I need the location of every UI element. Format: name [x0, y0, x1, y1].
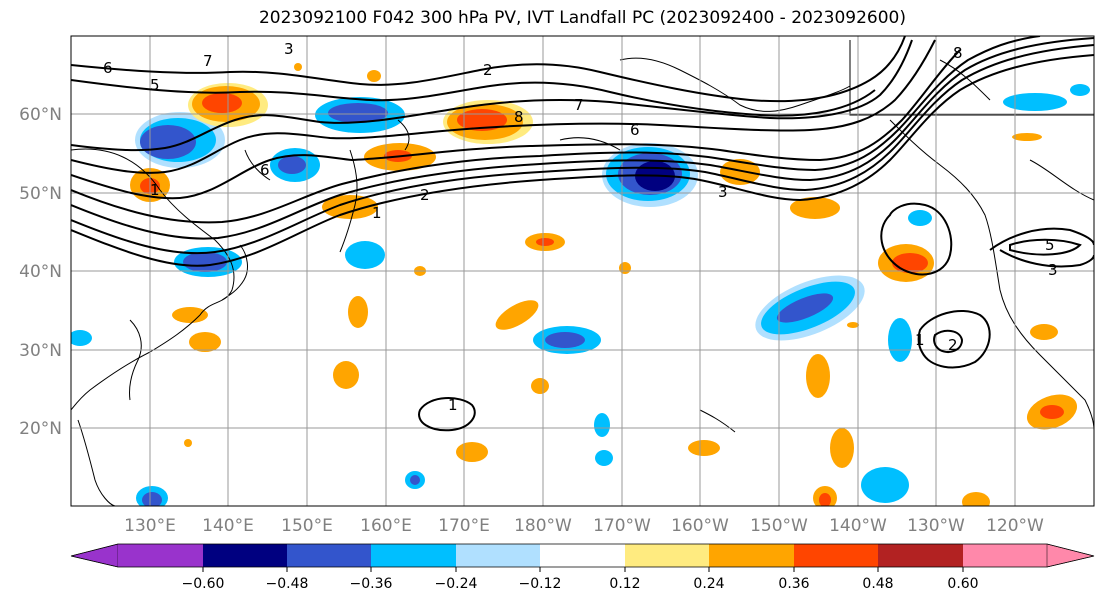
svg-text:3: 3	[1048, 261, 1058, 279]
colorbar-bin	[794, 544, 878, 567]
latitude-labels: 60°N 50°N 40°N 30°N 20°N	[19, 105, 62, 439]
svg-text:7: 7	[203, 52, 213, 70]
svg-text:5: 5	[150, 76, 160, 94]
lat-label-40n: 40°N	[19, 262, 62, 282]
colorbar: −0.60 −0.48 −0.36 −0.24 −0.12 0.12 0.24 …	[70, 543, 1095, 592]
colorbar-bin	[709, 544, 794, 567]
longitude-labels: 130°E 140°E 150°E 160°E 170°E 180°W 170°…	[124, 516, 1044, 536]
map-panel: 3 5 7 2 8 6 1 6 1 2 7 3 1 2 1 5 3 8 6	[71, 36, 1094, 506]
svg-text:130°W: 130°W	[907, 516, 965, 536]
svg-text:6: 6	[630, 121, 640, 139]
svg-text:150°E: 150°E	[281, 516, 333, 536]
lat-label-50n: 50°N	[19, 184, 62, 204]
svg-text:2: 2	[948, 336, 958, 354]
colorbar-bin	[963, 544, 1047, 567]
svg-text:3: 3	[284, 40, 294, 58]
colorbar-bin	[118, 544, 203, 567]
svg-text:140°W: 140°W	[829, 516, 887, 536]
svg-text:5: 5	[1045, 236, 1055, 254]
colorbar-tick-label: 0.36	[778, 576, 809, 592]
colorbar-tick-label: −0.60	[182, 576, 225, 592]
svg-text:140°E: 140°E	[202, 516, 254, 536]
colorbar-extend-max	[1046, 543, 1095, 568]
colorbar-bin	[456, 544, 540, 567]
svg-text:160°E: 160°E	[360, 516, 412, 536]
svg-text:1: 1	[372, 204, 382, 222]
colorbar-tick-label: −0.12	[519, 576, 562, 592]
colorbar-tick-label: 0.48	[862, 576, 893, 592]
pv-contours	[71, 36, 1094, 432]
svg-text:6: 6	[260, 161, 270, 179]
svg-text:1: 1	[915, 331, 925, 349]
lat-label-30n: 30°N	[19, 341, 62, 361]
colorbar-bin	[540, 544, 625, 567]
svg-text:150°W: 150°W	[750, 516, 808, 536]
colorbar-tick-label: 0.24	[693, 576, 724, 592]
colorbar-tick-label: −0.48	[266, 576, 309, 592]
svg-text:2: 2	[420, 186, 430, 204]
svg-text:170°E: 170°E	[438, 516, 490, 536]
svg-text:130°E: 130°E	[124, 516, 176, 536]
colorbar-tick-label: −0.24	[435, 576, 478, 592]
lat-label-60n: 60°N	[19, 105, 62, 125]
svg-text:8: 8	[514, 108, 524, 126]
svg-text:8: 8	[953, 44, 963, 62]
map-title: 2023092100 F042 300 hPa PV, IVT Landfall…	[258, 8, 906, 28]
map-frame	[70, 35, 1095, 507]
colorbar-bin	[878, 544, 963, 567]
svg-text:1: 1	[448, 396, 458, 414]
svg-text:3: 3	[718, 183, 728, 201]
positive-anomaly-shading	[130, 63, 1078, 506]
svg-text:1: 1	[150, 181, 160, 199]
colorbar-extend-min	[70, 543, 119, 568]
colorbar-bin	[203, 544, 287, 567]
colorbar-bin	[371, 544, 456, 567]
svg-text:170°W: 170°W	[593, 516, 651, 536]
svg-text:6: 6	[103, 59, 113, 77]
contour-labels: 3 5 7 2 8 6 1 6 1 2 7 3 1 2 1 5 3 8 6	[103, 40, 1058, 414]
svg-text:180°W: 180°W	[514, 516, 572, 536]
colorbar-bin	[625, 544, 709, 567]
svg-text:2: 2	[483, 61, 493, 79]
gridlines	[71, 36, 1094, 506]
colorbar-tick-label: −0.36	[350, 576, 393, 592]
colorbar-tick-label: 0.60	[947, 576, 978, 592]
svg-text:120°W: 120°W	[986, 516, 1044, 536]
lat-label-20n: 20°N	[19, 419, 62, 439]
svg-text:160°W: 160°W	[671, 516, 729, 536]
colorbar-bin	[287, 544, 371, 567]
svg-text:7: 7	[574, 96, 584, 114]
negative-anomaly-shading	[71, 84, 1090, 506]
colorbar-tick-label: 0.12	[609, 576, 640, 592]
